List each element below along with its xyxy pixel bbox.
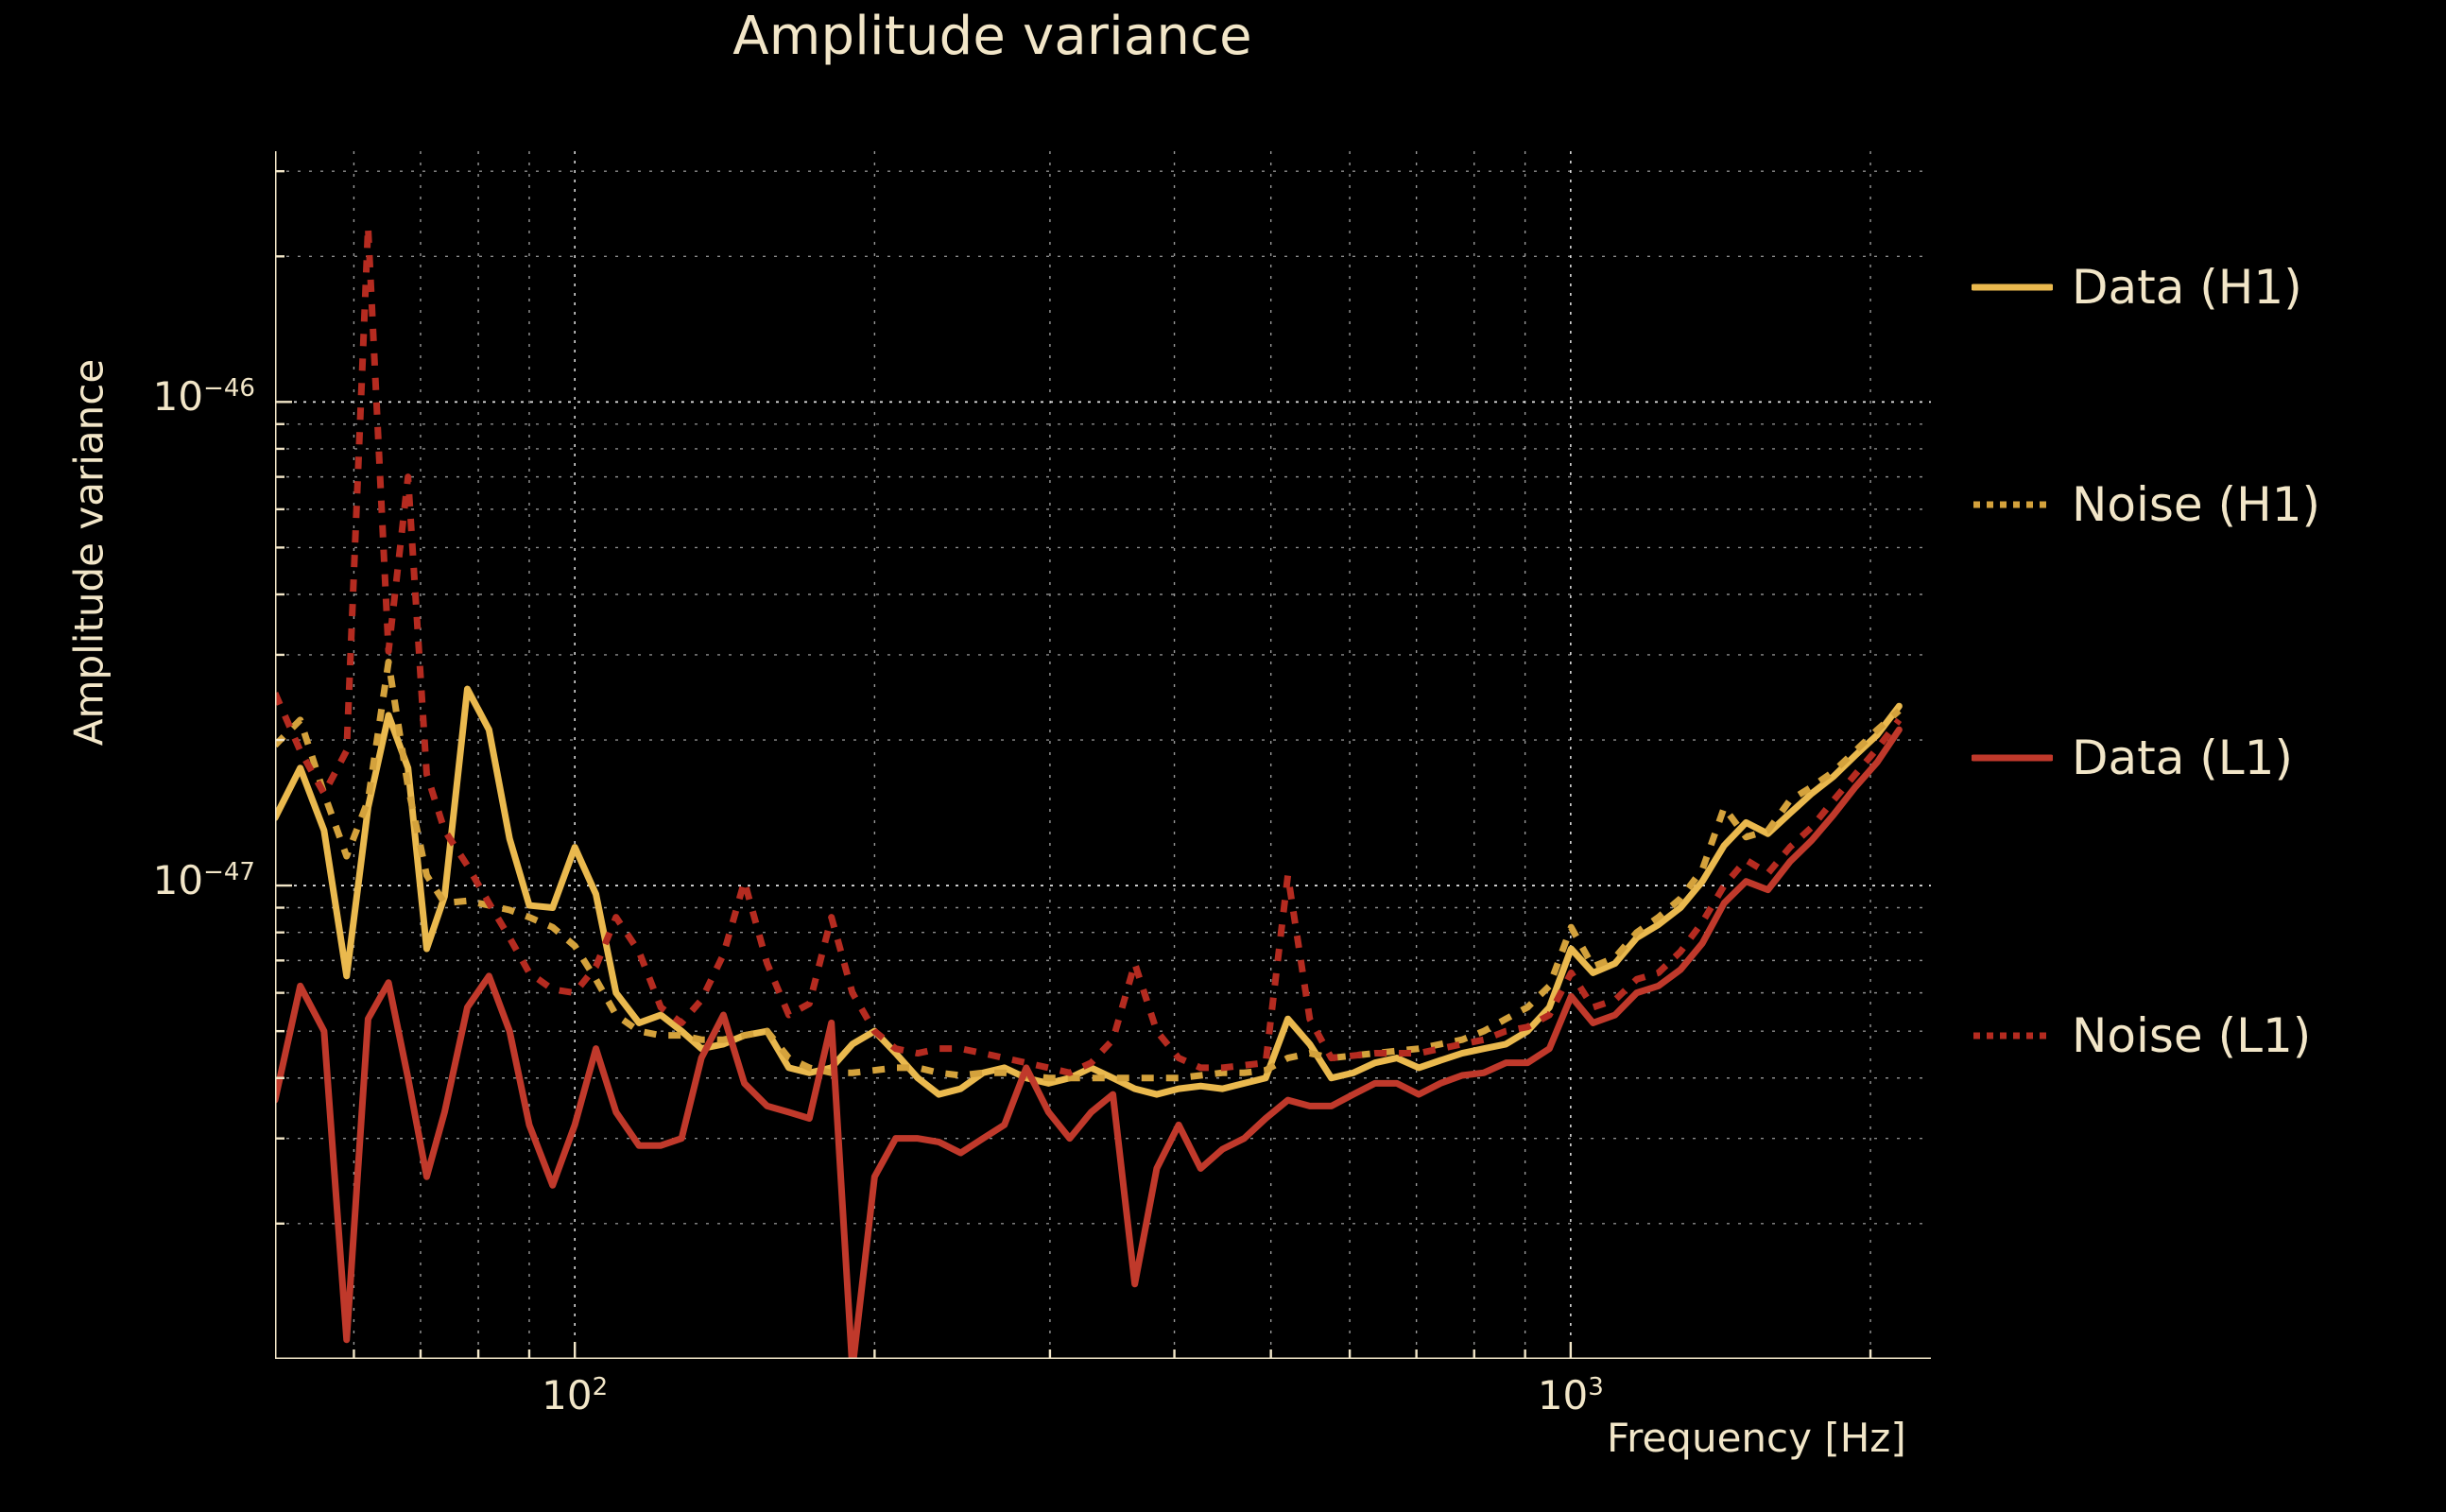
plot-frame <box>275 151 1931 1359</box>
grid-minor <box>275 151 1931 1359</box>
series-line-data-l1 <box>275 726 1903 1359</box>
y-tick-exponent: −47 <box>203 858 255 887</box>
series-line-noise-l1 <box>275 223 1903 1076</box>
y-tick-mantissa: 10 <box>152 857 204 904</box>
axis-ticks <box>275 169 1872 1359</box>
chart-svg <box>275 151 1931 1359</box>
legend-label: Data (H1) <box>2072 259 2302 315</box>
legend-label: Noise (L1) <box>2072 1007 2312 1063</box>
legend-item-data-h1[interactable]: Data (H1) <box>1972 254 2302 320</box>
x-tick-label: 102 <box>480 1372 669 1418</box>
legend-item-noise-l1[interactable]: Noise (L1) <box>1972 1003 2311 1069</box>
x-axis-title: Frequency [Hz] <box>1607 1415 1906 1461</box>
legend-swatch-dotted-line-icon <box>1972 1003 2053 1069</box>
page-title: Amplitude variance <box>732 6 1252 67</box>
series-line-data-h1 <box>275 685 1903 1098</box>
x-tick-label: 103 <box>1476 1372 1665 1418</box>
legend-swatch-dotted-line-icon <box>1972 472 2053 538</box>
legend-swatch-solid-line-icon <box>1972 254 2053 320</box>
x-tick-exponent: 2 <box>592 1373 609 1401</box>
plot-area <box>275 151 1931 1359</box>
x-tick-mantissa: 10 <box>1537 1372 1589 1418</box>
series-layer <box>275 223 1903 1359</box>
y-tick-label: 10−46 <box>95 373 255 420</box>
grid-major <box>275 151 1931 1359</box>
legend-item-data-l1[interactable]: Data (L1) <box>1972 725 2293 791</box>
legend-swatch-solid-line-icon <box>1972 725 2053 791</box>
legend: Data (H1) Noise (H1) Data (L1) Noise (L1) <box>1972 151 2444 1359</box>
x-tick-exponent: 3 <box>1588 1373 1604 1401</box>
x-tick-mantissa: 10 <box>542 1372 593 1418</box>
legend-label: Noise (H1) <box>2072 476 2321 532</box>
y-tick-exponent: −46 <box>203 374 255 404</box>
legend-label: Data (L1) <box>2072 730 2293 786</box>
y-tick-label: 10−47 <box>95 857 255 903</box>
legend-item-noise-h1[interactable]: Noise (H1) <box>1972 472 2320 538</box>
y-tick-mantissa: 10 <box>152 373 204 421</box>
